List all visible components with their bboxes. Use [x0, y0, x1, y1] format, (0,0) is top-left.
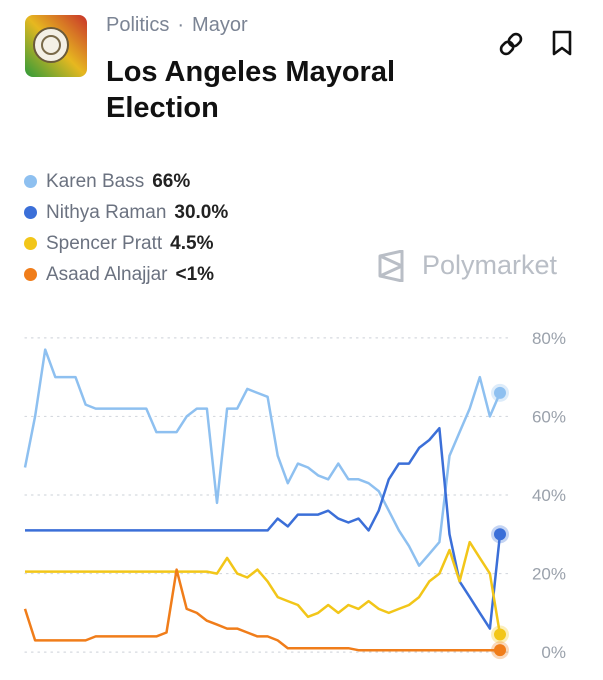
- legend-swatch: [24, 175, 37, 188]
- legend-swatch: [24, 268, 37, 281]
- subcategory[interactable]: Mayor: [192, 14, 248, 36]
- legend-item[interactable]: Karen Bass 66%: [24, 166, 228, 197]
- chart: 0% 20% 40% 60% 80%: [23, 329, 566, 662]
- latest-dot: [494, 644, 506, 657]
- category[interactable]: Politics: [106, 14, 170, 36]
- latest-dot: [494, 528, 506, 541]
- series-line: [25, 540, 502, 635]
- legend-value: 30.0%: [174, 201, 229, 223]
- market-title: Los Angeles Mayoral Election: [106, 56, 396, 124]
- series-line: [23, 348, 502, 567]
- y-tick-label: 0%: [541, 643, 566, 662]
- separator: ·: [177, 14, 185, 36]
- legend-item[interactable]: Asaad Alnajjar <1%: [24, 259, 228, 290]
- y-tick-label: 80%: [532, 329, 566, 348]
- legend-swatch: [24, 237, 37, 250]
- legend-swatch: [24, 206, 37, 219]
- brand-name: Polymarket: [422, 250, 558, 280]
- brand-logo: [378, 250, 404, 282]
- series-line: [25, 426, 502, 630]
- link-button[interactable]: [497, 30, 525, 58]
- brand-watermark: Polymarket: [378, 250, 558, 282]
- legend-label: Spencer Pratt: [46, 232, 163, 254]
- legend: Karen Bass 66% Nithya Raman 30.0% Spencer Pr…: [24, 166, 228, 290]
- y-tick-label: 60%: [532, 407, 566, 426]
- latest-dot: [494, 386, 506, 399]
- legend-label: Nithya Raman: [46, 201, 167, 223]
- y-tick-label: 40%: [532, 486, 566, 505]
- series-line: [23, 568, 500, 652]
- legend-value: 66%: [152, 170, 191, 192]
- legend-item[interactable]: Spencer Pratt 4.5%: [24, 228, 228, 259]
- market-icon: [25, 15, 87, 77]
- legend-label: Karen Bass: [46, 170, 145, 192]
- legend-label: Asaad Alnajjar: [46, 263, 168, 285]
- legend-value: 4.5%: [170, 232, 214, 254]
- legend-value: <1%: [175, 263, 215, 285]
- latest-dot: [494, 628, 506, 641]
- breadcrumb: Politics · Mayor: [106, 14, 256, 37]
- legend-item[interactable]: Nithya Raman 30.0%: [24, 197, 228, 228]
- y-tick-label: 20%: [532, 565, 566, 584]
- bookmark-button[interactable]: [550, 29, 574, 57]
